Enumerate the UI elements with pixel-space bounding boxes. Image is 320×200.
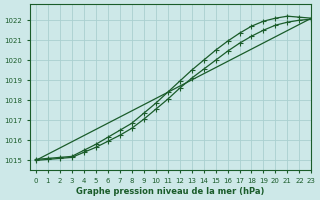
X-axis label: Graphe pression niveau de la mer (hPa): Graphe pression niveau de la mer (hPa)	[76, 187, 265, 196]
